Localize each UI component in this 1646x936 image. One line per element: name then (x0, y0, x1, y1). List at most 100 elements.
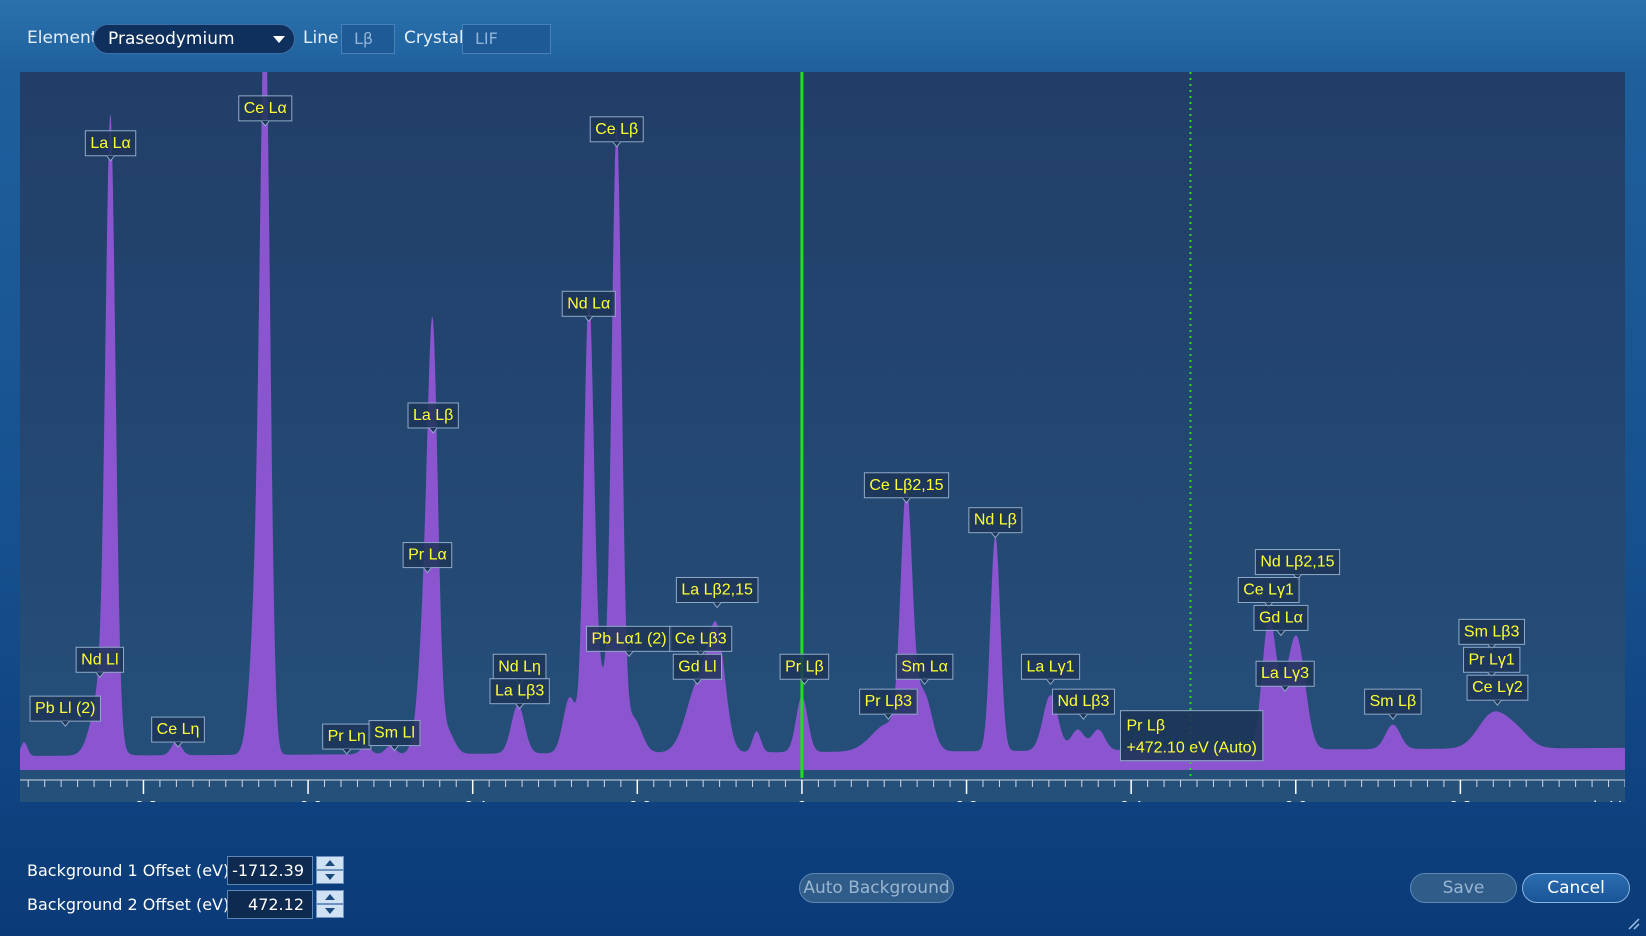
peak-label[interactable]: Pr Lγ1 (1463, 646, 1521, 679)
peak-label[interactable]: La Lγ3 (1255, 660, 1315, 693)
background1-offset-input[interactable]: -1712.39 (227, 856, 313, 885)
peak-label[interactable]: Pb Lα1 (2) (586, 625, 673, 658)
peak-label[interactable]: La Lβ3 (489, 678, 550, 710)
peak-label[interactable]: Ce Lβ3 (669, 625, 733, 658)
peak-label-text: La Lβ3 (495, 683, 544, 700)
peak-label-pointer (1280, 685, 1290, 693)
peak-label[interactable]: Pb Ll (2) (29, 695, 102, 727)
peak-label-pointer (902, 497, 911, 504)
x-tick-label: 0.2 (955, 799, 977, 802)
peak-label-text: Pr Lη (328, 728, 366, 745)
auto-background-button[interactable]: Auto Background (799, 873, 954, 903)
spectrum-chart[interactable]: -0.8 -0.6 -0.4 -0.2 0 0.2 0.4 0.6 0.8 keV La Lα Ce… (20, 72, 1625, 802)
stepper-down-icon[interactable] (316, 904, 344, 918)
peak-label[interactable]: Ce Lγ1 (1237, 576, 1300, 609)
peak-label[interactable]: Pr Lα (402, 542, 453, 574)
peak-label-pointer (624, 651, 634, 658)
peak-label[interactable]: Gd Lα (1253, 604, 1309, 637)
toolbar: Element Praseodymium Line Lβ Crystal LIF (0, 0, 1646, 68)
peak-label-text: Nd Lβ (974, 512, 1017, 529)
peak-label[interactable]: Sm Lα (895, 653, 954, 686)
peak-label[interactable]: La Lα (84, 130, 137, 162)
peak-label-text: Ce Lγ1 (1243, 581, 1294, 598)
peak-label-box (407, 402, 459, 429)
tooltip-box (1119, 710, 1264, 762)
peak-label-text: La Lβ2,15 (681, 581, 753, 598)
peak-label[interactable]: Ce Lγ2 (1466, 674, 1529, 707)
element-dropdown[interactable]: Praseodymium (93, 24, 295, 54)
peak-label-text: Pr Lα (408, 547, 447, 564)
peak-label[interactable]: La Lβ (407, 402, 459, 434)
stepper-up-icon[interactable] (316, 890, 344, 904)
peak-label[interactable]: Nd Lα (561, 290, 616, 323)
peak-labels: La Lα Ce Lα Ce Lβ Nd Lα La Lβ Pr Lα Nd Ll Pb Ll… (29, 95, 1529, 755)
peak-label[interactable]: Ce Lβ2,15 (863, 472, 950, 504)
peak-label[interactable]: Nd Lη (492, 653, 547, 686)
peak-label-box (586, 625, 673, 652)
peak-tooltip: Pr Lβ +472.10 eV (Auto) (1119, 710, 1264, 762)
peak-label[interactable]: Pr Lη (322, 723, 372, 755)
background2-offset-stepper[interactable] (316, 890, 344, 919)
x-tick-label: -0.6 (294, 799, 322, 802)
peak-label[interactable]: Gd Ll (672, 653, 723, 686)
peak-label[interactable]: Pr Lβ (779, 653, 830, 686)
peak-label-text: Sm Lα (901, 658, 948, 675)
peak-label-text: Ce Lβ2,15 (869, 477, 943, 494)
cancel-button[interactable]: Cancel (1522, 873, 1630, 903)
peak-label-text: Pr Lβ3 (865, 693, 913, 710)
element-label: Element (27, 28, 98, 48)
tooltip-line1: Pr Lβ (1126, 718, 1165, 735)
resize-grip-icon[interactable] (1626, 916, 1640, 930)
background1-offset-stepper[interactable] (316, 856, 344, 885)
x-tick-label: 0.6 (1285, 799, 1307, 802)
stepper-up-icon[interactable] (316, 856, 344, 870)
peak-label[interactable]: Sm Ll (368, 720, 421, 752)
x-tick-label: -0.8 (130, 799, 158, 802)
peak-label-box (368, 720, 421, 747)
peak-label[interactable]: La Lβ2,15 (675, 576, 759, 609)
peak-label-pointer (60, 720, 70, 727)
peak-label[interactable]: Nd Ll (75, 646, 125, 679)
peak-label[interactable]: Nd Lβ3 (1051, 688, 1115, 720)
chevron-down-icon (273, 36, 285, 43)
peak-label-text: Ce Lη (157, 721, 200, 738)
peak-label-box (1253, 604, 1309, 631)
background1-offset-label: Background 1 Offset (eV) (27, 861, 230, 880)
peak-label-pointer (95, 671, 105, 679)
save-button[interactable]: Save (1410, 873, 1517, 903)
peak-label[interactable]: Pr Lβ3 (859, 688, 918, 720)
peak-label[interactable]: Nd Lβ2,15 (1254, 549, 1341, 581)
peak-label[interactable]: Sm Lβ (1364, 688, 1422, 720)
peak-label-box (489, 678, 550, 705)
element-dropdown-value: Praseodymium (108, 29, 235, 49)
peak-label[interactable]: La Lγ1 (1020, 653, 1081, 686)
peak-label[interactable]: Ce Lη (151, 716, 205, 748)
peak-label-box (1051, 688, 1115, 715)
peak-label[interactable]: Ce Lβ (589, 116, 644, 148)
peak-label-text: La Lα (90, 135, 130, 152)
peak-label-text: Sm Lβ (1370, 693, 1417, 710)
peak-label-box (779, 653, 830, 680)
background2-offset-input[interactable]: 472.12 (227, 890, 313, 919)
peak-label-pointer (342, 748, 352, 755)
background2-offset-label: Background 2 Offset (eV) (27, 895, 230, 914)
peak-label-pointer (390, 745, 399, 752)
peak-label-box (75, 646, 125, 673)
x-tick-label: -0.2 (624, 799, 652, 802)
stepper-down-icon[interactable] (316, 870, 344, 884)
peak-label-box (863, 472, 950, 499)
spectrum-plot[interactable]: -0.8 -0.6 -0.4 -0.2 0 0.2 0.4 0.6 0.8 keV La Lα Ce… (20, 72, 1625, 802)
peak-label-box (84, 130, 137, 157)
peak-label[interactable]: Sm Lβ3 (1458, 618, 1525, 651)
peak-label-box (1020, 653, 1081, 680)
peak-label-text: Nd Lα (567, 295, 610, 312)
peak-label-text: Sm Lβ3 (1464, 623, 1520, 640)
peak-label-text: Pr Lβ (785, 658, 824, 675)
peak-label-pointer (990, 532, 1000, 539)
x-tick-label: 0.4 (1120, 799, 1142, 802)
peak-label-text: Nd Lη (498, 658, 541, 675)
peak-label[interactable]: Nd Lβ (968, 507, 1023, 539)
peak-label-text: Sm Ll (374, 725, 415, 742)
peak-label-text: Gd Ll (678, 658, 716, 675)
peak-label[interactable]: Ce Lα (238, 95, 293, 127)
